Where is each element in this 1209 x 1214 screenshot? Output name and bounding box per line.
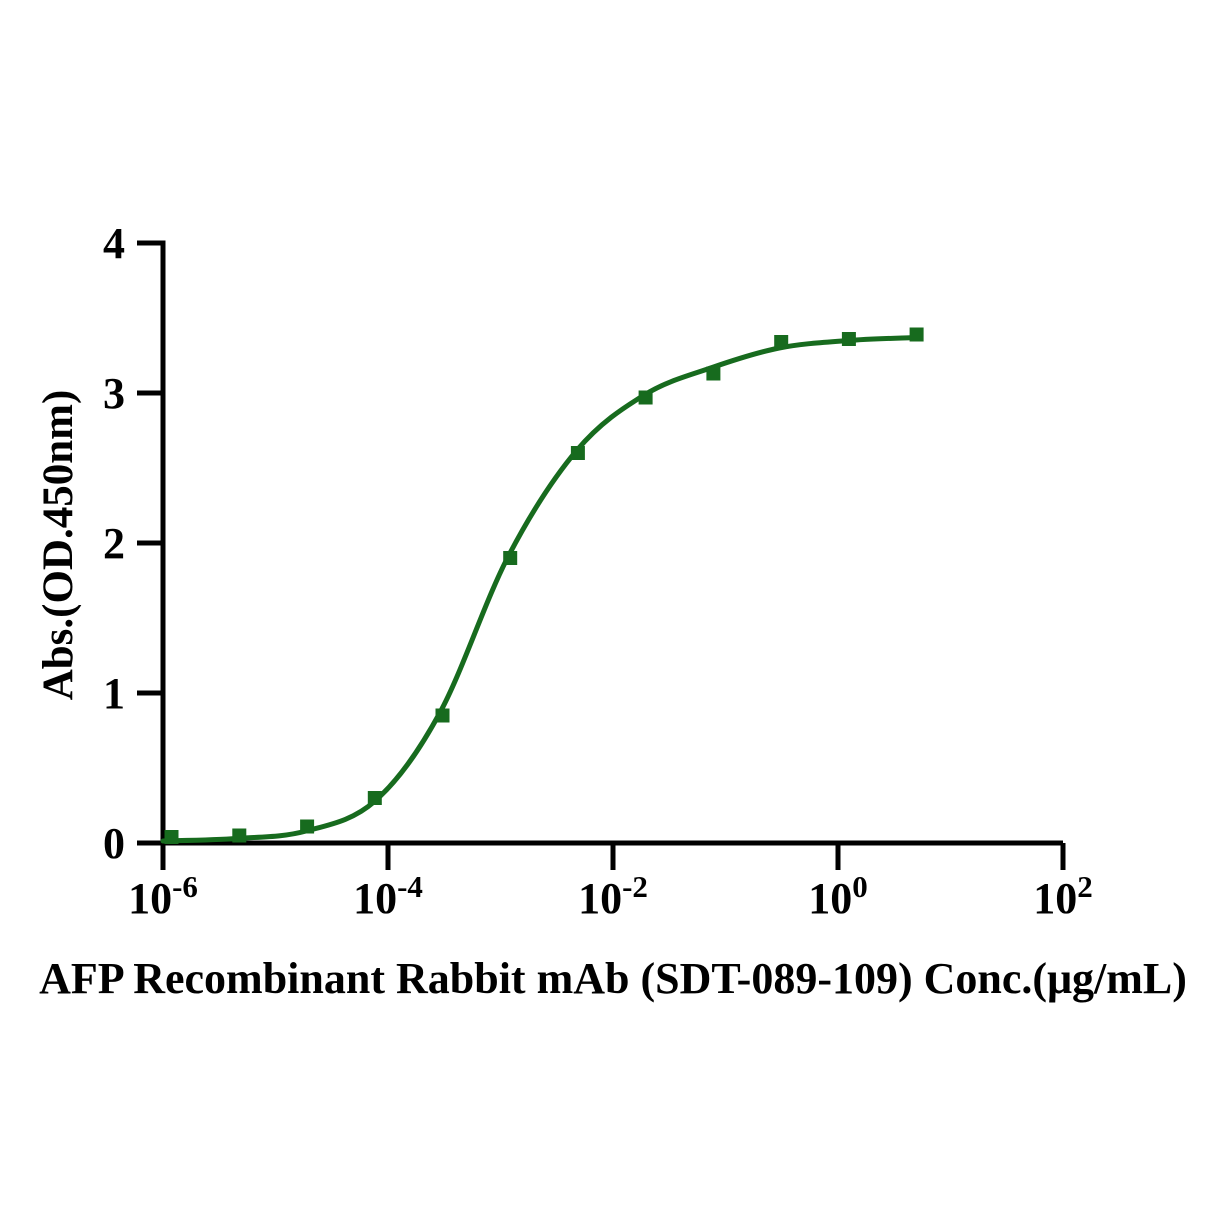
y-tick-label: 3 xyxy=(103,369,125,418)
x-tick-label: 10-2 xyxy=(578,869,648,923)
chart-title: AFP Recombinant Rabbit mAb (SDT-089-109)… xyxy=(39,954,1187,1003)
data-point-square xyxy=(300,819,315,834)
data-point-square xyxy=(774,335,789,349)
data-point-square xyxy=(570,446,585,460)
y-axis-title: Abs.(OD.450nm) xyxy=(35,390,82,701)
data-point-square xyxy=(367,791,382,805)
x-tick-label: 100 xyxy=(808,869,868,923)
x-tick-label: 10-4 xyxy=(353,869,423,923)
y-tick-label: 4 xyxy=(103,219,125,268)
y-axis-ticks: 0 1 2 3 4 xyxy=(103,219,163,868)
data-point-square xyxy=(164,830,179,844)
data-point-square xyxy=(706,366,721,381)
data-point-square xyxy=(909,327,924,342)
data-point-square xyxy=(638,390,653,405)
data-point-group xyxy=(164,327,924,844)
x-tick-label: 102 xyxy=(1033,869,1093,923)
data-point-square xyxy=(435,708,450,723)
x-axis-ticks: 10-6 10-4 10-2 100 102 xyxy=(128,843,1093,923)
y-tick-label: 1 xyxy=(103,669,125,718)
data-point-square xyxy=(503,551,518,565)
fit-curve-line xyxy=(160,335,918,844)
x-tick-label: 10-6 xyxy=(128,869,198,923)
data-point-square xyxy=(841,332,856,346)
y-tick-label: 0 xyxy=(103,819,125,868)
y-tick-label: 2 xyxy=(103,519,125,568)
data-point-square xyxy=(232,828,247,843)
